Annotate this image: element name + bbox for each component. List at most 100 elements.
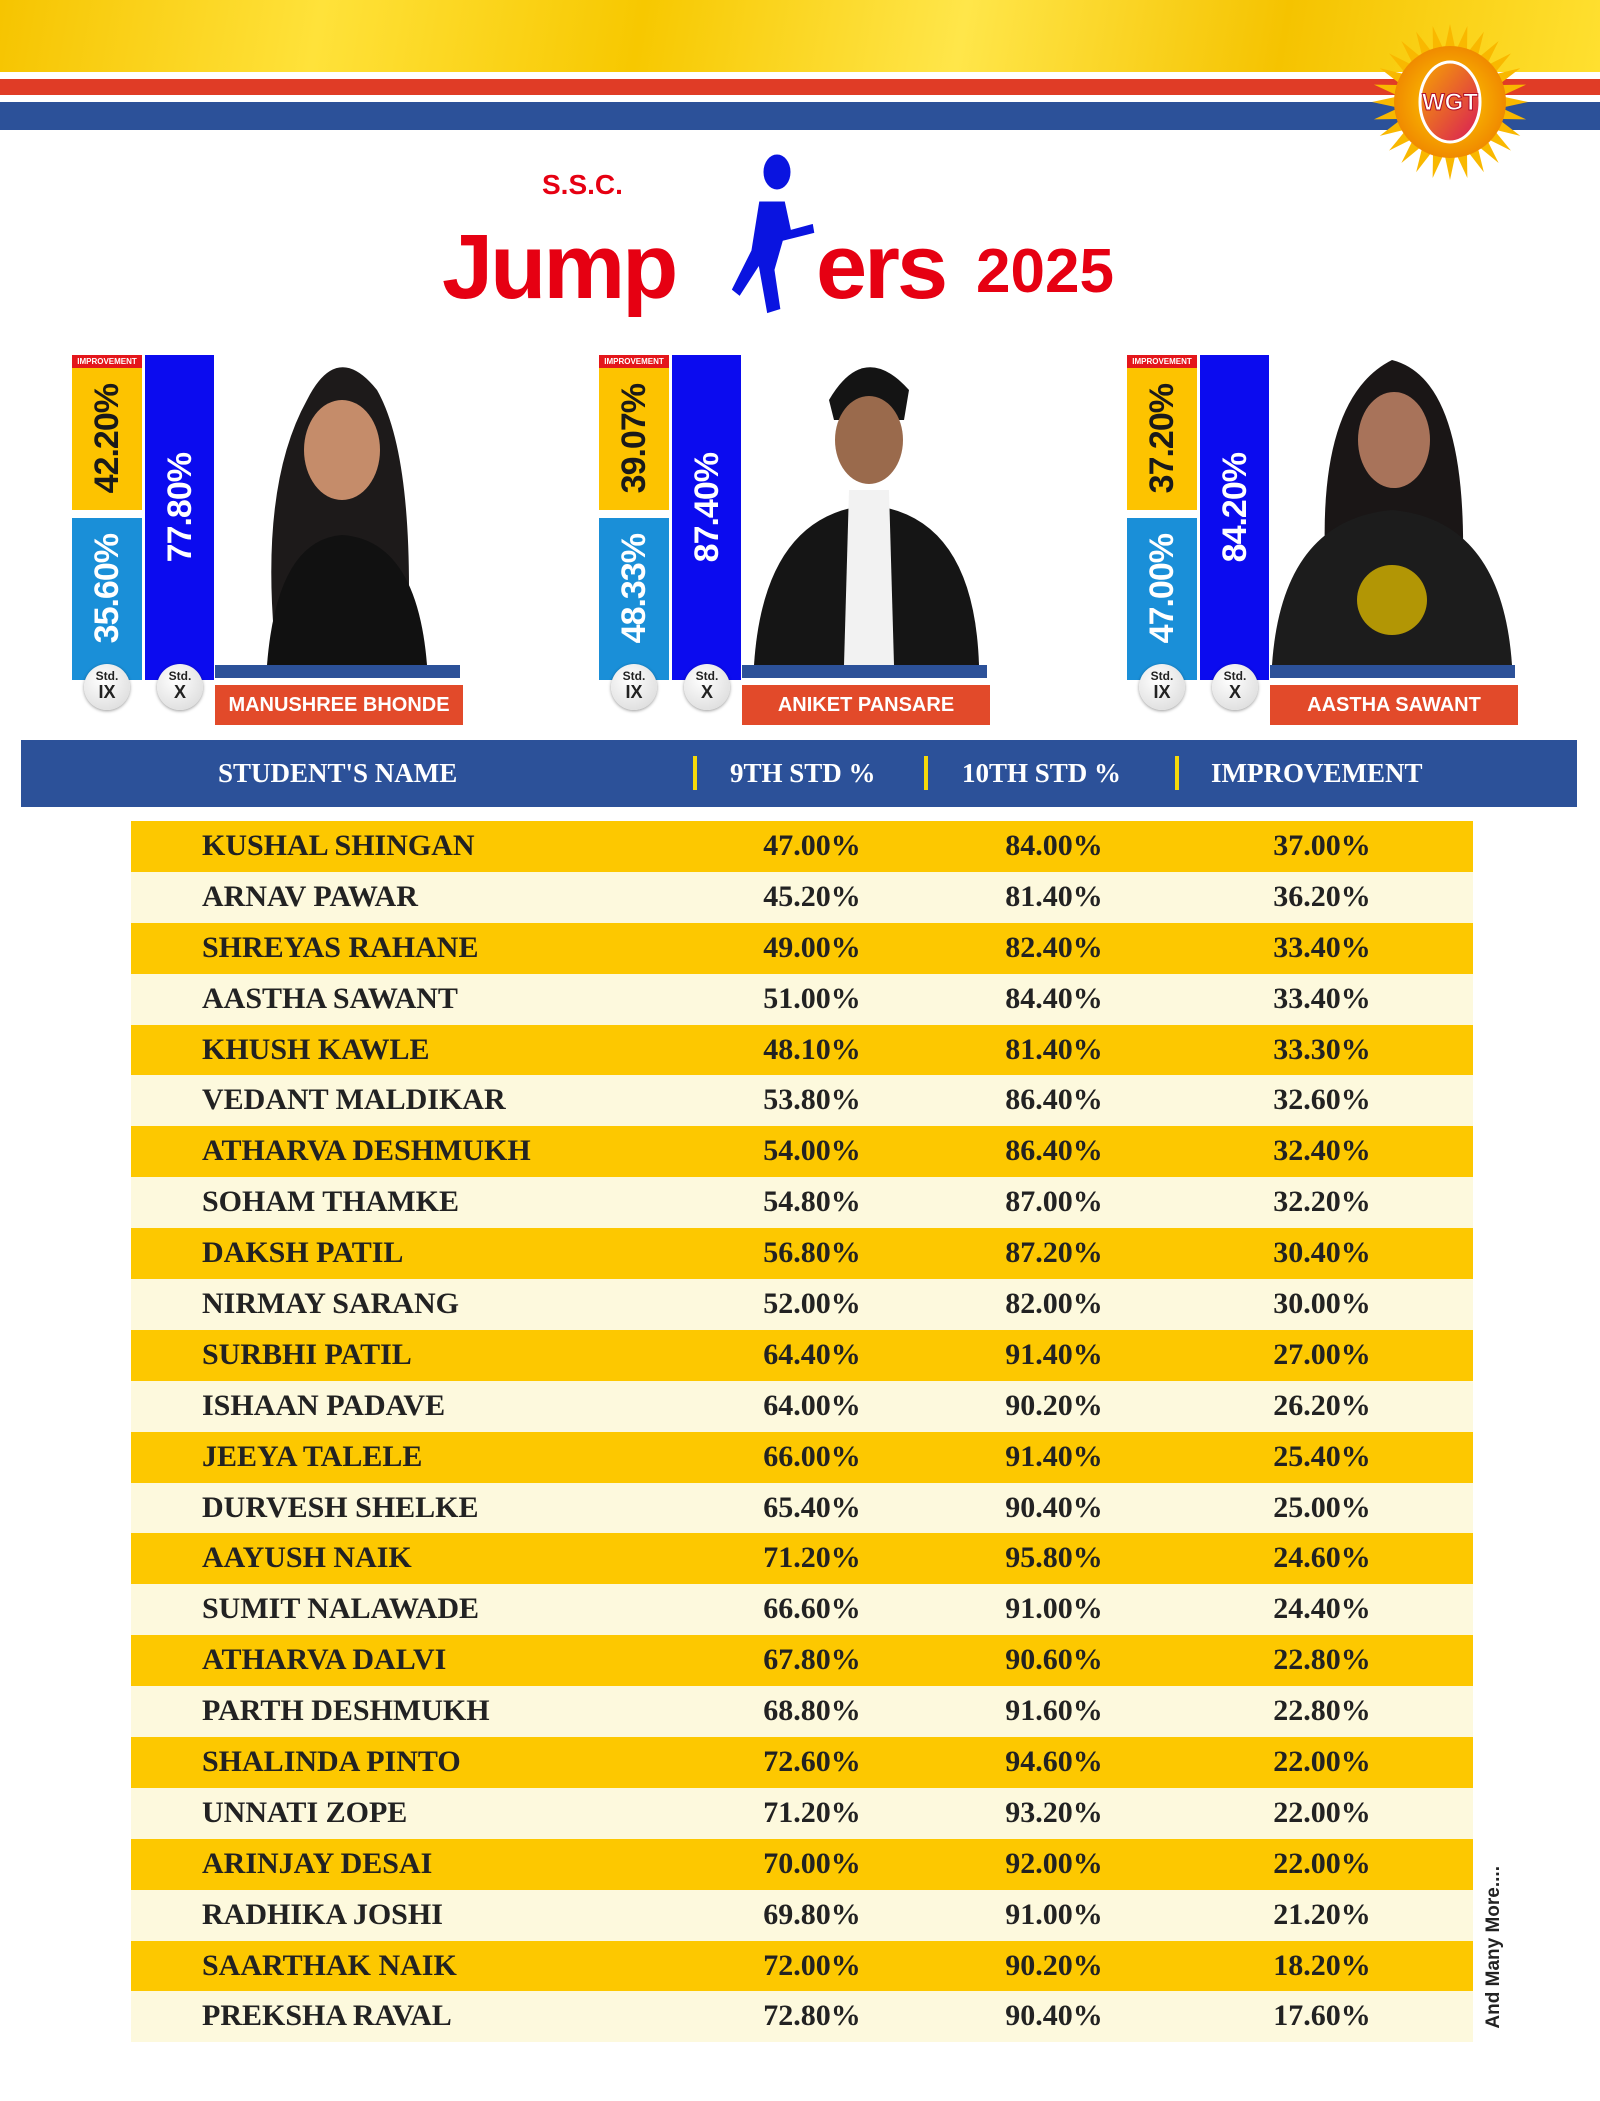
sun-ray [1497, 121, 1521, 136]
logo-badge [1418, 60, 1482, 144]
improvement-bar: 42.20% [72, 368, 142, 510]
9th-std-percent: 72.60% [763, 1745, 861, 1779]
title-jump: Jump [442, 216, 675, 318]
table-row: SHREYAS RAHANE 49.00% 82.40% 33.40% [131, 922, 1473, 974]
table-row: UNNATI ZOPE 71.20% 93.20% 22.00% [131, 1787, 1473, 1839]
student-name: ATHARVA DESHMUKH [202, 1134, 531, 1168]
improvement-percent: 25.00% [1273, 1490, 1371, 1524]
9th-std-percent: 64.00% [763, 1388, 861, 1422]
student-name: AASTHA SAWANT [202, 981, 458, 1015]
sun-ray [1445, 24, 1455, 48]
10th-std-percent: 94.60% [1005, 1745, 1103, 1779]
10th-std-percent: 81.40% [1005, 1032, 1103, 1066]
header-10th-std: 10TH STD % [962, 758, 1122, 788]
std-ix-value: 48.33% [615, 534, 653, 644]
sun-ray [1379, 68, 1403, 83]
9th-std-percent: 66.00% [763, 1439, 861, 1473]
improvement-percent: 30.00% [1273, 1287, 1371, 1321]
sun-ray [1480, 141, 1499, 163]
wgt-sun-logo: WGT [1372, 24, 1528, 180]
table-row: AASTHA SAWANT 51.00% 84.40% 33.40% [131, 973, 1473, 1025]
std-x-value: 87.40% [687, 452, 726, 563]
student-name: NIRMAY SARANG [202, 1287, 459, 1321]
student-name-label: AASTHA SAWANT [1270, 685, 1518, 725]
10th-std-percent: 92.00% [1005, 1846, 1103, 1880]
improvement-percent: 22.80% [1273, 1643, 1371, 1677]
std-x-badge: Std. X [157, 664, 203, 710]
sun-ray [1389, 53, 1411, 72]
table-row: SOHAM THAMKE 54.80% 87.00% 32.20% [131, 1177, 1473, 1229]
std-x-bar: 77.80% [145, 355, 214, 660]
sun-ray [1457, 25, 1468, 50]
sun-ray [1379, 121, 1403, 136]
9th-std-percent: 71.20% [763, 1541, 861, 1575]
student-name: SHALINDA PINTO [202, 1745, 461, 1779]
table-row: ISHAAN PADAVE 64.00% 90.20% 26.20% [131, 1380, 1473, 1432]
sun-ray [1432, 25, 1443, 50]
10th-std-percent: 91.40% [1005, 1439, 1103, 1473]
badge-grade-text: X [1228, 682, 1241, 702]
9th-std-percent: 70.00% [763, 1846, 861, 1880]
sun-ray [1457, 154, 1468, 179]
table-row: SUMIT NALAWADE 66.60% 91.00% 24.40% [131, 1584, 1473, 1636]
9th-std-percent: 48.10% [763, 1032, 861, 1066]
sun-ray [1372, 97, 1396, 107]
improvement-percent: 37.00% [1273, 829, 1371, 862]
improvement-percent: 33.30% [1273, 1032, 1371, 1066]
sun-ray [1502, 109, 1527, 120]
table-row: KHUSH KAWLE 48.10% 81.40% 33.30% [131, 1024, 1473, 1076]
improvement-percent: 30.40% [1273, 1236, 1371, 1270]
9th-std-percent: 67.80% [763, 1643, 861, 1677]
sun-ray [1445, 156, 1455, 180]
9th-std-percent: 68.80% [763, 1694, 861, 1728]
badge-grade-text: IX [98, 682, 116, 702]
student-name: SURBHI PATIL [202, 1337, 412, 1371]
title-year: 2025 [976, 237, 1114, 306]
9th-std-percent: 53.80% [763, 1083, 861, 1117]
9th-std-percent: 72.00% [763, 1948, 861, 1982]
student-name: KHUSH KAWLE [202, 1032, 430, 1066]
10th-std-percent: 84.40% [1005, 981, 1103, 1015]
9th-std-percent: 54.00% [763, 1134, 861, 1168]
improvement-bar: 37.20% [1127, 368, 1197, 510]
student-photo [267, 367, 427, 665]
std-ix-bar: 47.00% [1127, 518, 1197, 660]
sun-ray [1401, 141, 1420, 163]
badge-std-text: Std. [168, 669, 192, 683]
student-name: JEEYA TALELE [202, 1439, 423, 1473]
9th-std-percent: 71.20% [763, 1795, 861, 1829]
and-many-more-text: And Many More.... [1482, 1866, 1504, 2029]
student-name: ISHAAN PADAVE [202, 1388, 446, 1422]
9th-std-percent: 65.40% [763, 1490, 861, 1524]
badge-std-text: Std. [1150, 669, 1174, 683]
improvement-percent: 33.40% [1273, 981, 1371, 1015]
badge-grade-text: X [173, 682, 186, 702]
student-name: DAKSH PATIL [202, 1236, 404, 1270]
10th-std-percent: 82.00% [1005, 1287, 1103, 1321]
top-yellow-banner [0, 0, 1600, 72]
10th-std-percent: 91.00% [1005, 1897, 1103, 1931]
std-ix-badge: Std. IX [84, 664, 130, 710]
improvement-percent: 22.00% [1273, 1745, 1371, 1779]
sun-ray [1489, 53, 1511, 72]
student-name: ARINJAY DESAI [202, 1846, 433, 1880]
ssc-jumpers-title: S.S.C. Jump ers 2025 [440, 151, 1116, 321]
table-row: SAARTHAK NAIK 72.00% 90.20% 18.20% [131, 1940, 1473, 1992]
student-name: PREKSHA RAVAL [202, 1999, 452, 2033]
10th-std-percent: 90.40% [1005, 1490, 1103, 1524]
sun-ray [1480, 41, 1499, 63]
badge-std-text: Std. [1223, 669, 1247, 683]
sun-rays [1372, 24, 1528, 180]
title-prefix: S.S.C. [542, 169, 623, 200]
results-table: KUSHAL SHINGAN 47.00% 84.00% 37.00% ARNAV PA… [131, 821, 1473, 2043]
improvement-percent: 21.20% [1273, 1897, 1371, 1931]
9th-std-percent: 66.60% [763, 1592, 861, 1626]
10th-std-percent: 91.40% [1005, 1337, 1103, 1371]
9th-std-percent: 54.80% [763, 1185, 861, 1219]
sun-ray [1373, 84, 1398, 95]
std-x-badge: Std. X [684, 664, 730, 710]
improvement-label: IMPROVEMENT [72, 355, 142, 368]
table-row: ATHARVA DESHMUKH 54.00% 86.40% 32.40% [131, 1126, 1473, 1178]
std-ix-bar: 48.33% [599, 518, 669, 660]
std-ix-value: 47.00% [1143, 534, 1181, 644]
